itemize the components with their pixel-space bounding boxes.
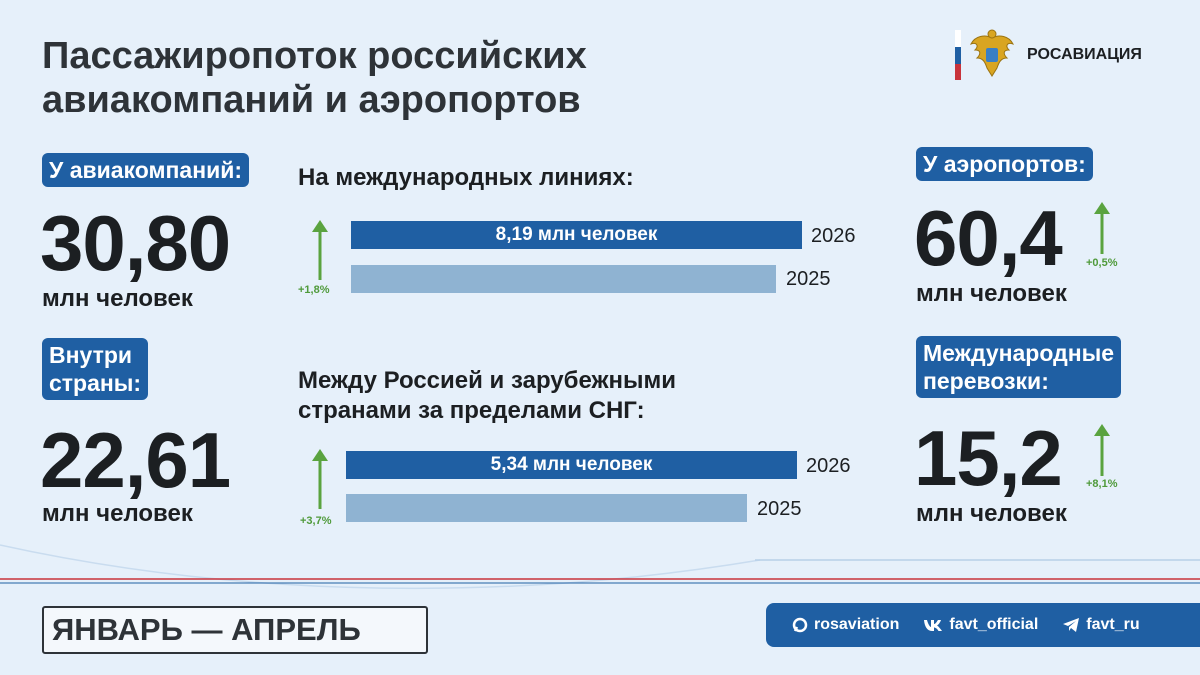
airlines-value: 30,80 <box>40 199 231 287</box>
growth-arrow-icon <box>312 220 328 280</box>
non-cis-bar-2026: 5,34 млн человек <box>346 451 797 479</box>
domestic-unit: млн человек <box>42 500 193 527</box>
airports-value: 60,4 <box>914 194 1063 282</box>
social-link-vk[interactable]: favt_official <box>923 616 1038 634</box>
social-label: rosaviation <box>814 616 900 633</box>
non-cis-year-2026: 2026 <box>806 455 851 477</box>
social-link-rosaviation[interactable]: rosaviation <box>792 616 899 634</box>
page-title: Пассажиропоток российских авиакомпаний и… <box>42 35 587 121</box>
rosaviation-icon <box>792 617 808 633</box>
international-lines-bar-2025 <box>351 265 776 293</box>
domestic-value: 22,61 <box>40 416 231 504</box>
vk-icon <box>924 620 943 631</box>
non-cis-heading: Между Россией и зарубежными странами за … <box>298 367 676 424</box>
growth-arrow-icon <box>312 449 328 509</box>
international-lines-change: +1,8% <box>298 284 330 296</box>
social-label: favt_official <box>949 616 1039 633</box>
airlines-label: У авиакомпаний: <box>42 153 250 187</box>
telegram-icon <box>1063 618 1080 632</box>
flag-stripe-icon <box>955 30 961 80</box>
intl-transport-change: +8,1% <box>1086 478 1118 490</box>
intl-transport-label: Международные перевозки: <box>916 336 1122 398</box>
non-cis-bar-2025 <box>346 494 747 522</box>
double-eagle-emblem-icon <box>970 29 1014 77</box>
rosaviation-logo: РОСАВИАЦИЯ <box>955 28 1185 84</box>
social-links-bar: rosaviation favt_official favt_ru <box>766 603 1200 647</box>
airports-label: У аэропортов: <box>916 147 1093 181</box>
intl-transport-value: 15,2 <box>914 414 1063 502</box>
social-link-telegram[interactable]: favt_ru <box>1062 616 1140 634</box>
non-cis-change: +3,7% <box>300 515 332 527</box>
growth-arrow-icon <box>1094 424 1110 476</box>
social-label: favt_ru <box>1086 616 1140 633</box>
international-lines-year-2025: 2025 <box>786 268 831 290</box>
period-label: ЯНВАРЬ — АПРЕЛЬ <box>42 606 428 654</box>
growth-arrow-icon <box>1094 202 1110 254</box>
airports-unit: млн человек <box>916 280 1067 307</box>
airports-change: +0,5% <box>1086 257 1118 269</box>
domestic-label: Внутри страны: <box>42 338 149 400</box>
intl-transport-unit: млн человек <box>916 500 1067 527</box>
international-lines-heading: На международных линиях: <box>298 164 634 191</box>
airlines-unit: млн человек <box>42 285 193 312</box>
logo-text: РОСАВИАЦИЯ <box>1027 46 1142 63</box>
non-cis-year-2025: 2025 <box>757 498 802 520</box>
international-lines-year-2026: 2026 <box>811 225 856 247</box>
international-lines-bar-2026: 8,19 млн человек <box>351 221 802 249</box>
